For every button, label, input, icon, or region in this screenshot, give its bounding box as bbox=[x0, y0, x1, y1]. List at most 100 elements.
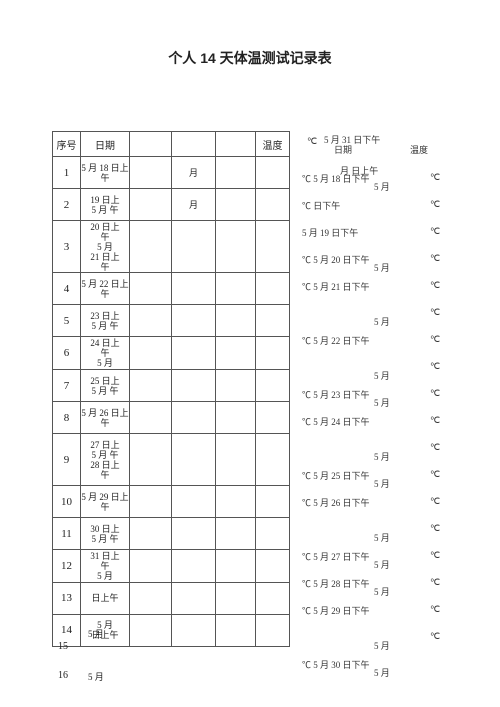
blank-cell bbox=[130, 614, 172, 646]
hdr-seq: 序号 bbox=[53, 132, 81, 157]
stray-text: 5 月 bbox=[374, 261, 390, 274]
blank-cell bbox=[216, 370, 256, 402]
table-row: 45 月 22 日上午 bbox=[53, 273, 290, 305]
temp-cell bbox=[256, 550, 290, 583]
seq-cell: 6 bbox=[53, 337, 81, 370]
seq-cell: 10 bbox=[53, 486, 81, 518]
temp-cell bbox=[256, 157, 290, 189]
stray-text: ℃ 5 月 30 日下午 bbox=[302, 658, 370, 671]
seq-cell: 2 bbox=[53, 189, 81, 221]
date-cell: 5 月 18 日上午 bbox=[81, 157, 130, 189]
table-row: 320 日上午5 月21 日上午 bbox=[53, 221, 290, 273]
seq-cell: 5 bbox=[53, 305, 81, 337]
blank-cell bbox=[130, 518, 172, 550]
table-row: 105 月 29 日上午 bbox=[53, 486, 290, 518]
stray-text: ℃ 5 月 24 日下午 bbox=[302, 415, 370, 428]
stray-degree: ℃ bbox=[430, 523, 440, 534]
month-cell bbox=[172, 582, 216, 614]
month-cell bbox=[172, 550, 216, 583]
date-cell: 31 日上午5 月 bbox=[81, 550, 130, 583]
table-row: 1130 日上5 月 午 bbox=[53, 518, 290, 550]
stray-hdr-c: ℃ bbox=[307, 136, 317, 147]
stray-hdr-date: 5 月 31 日下午 bbox=[324, 133, 380, 146]
temp-cell bbox=[256, 221, 290, 273]
blank-cell bbox=[216, 273, 256, 305]
hdr-temp: 温度 bbox=[256, 132, 290, 157]
month-cell bbox=[172, 614, 216, 646]
blank-cell bbox=[130, 221, 172, 273]
month-cell bbox=[172, 337, 216, 370]
blank-cell bbox=[130, 273, 172, 305]
stray-text: 5 月 bbox=[374, 531, 390, 544]
table-row: 15 月 18 日上午月 bbox=[53, 157, 290, 189]
blank-cell bbox=[216, 402, 256, 434]
stray-degree: ℃ bbox=[430, 415, 440, 426]
table-row: 13日上午 bbox=[53, 582, 290, 614]
stray-text: ℃ 5 月 18 日下午 bbox=[302, 172, 370, 185]
temp-cell bbox=[256, 273, 290, 305]
date-cell: 27 日上5 月 午28 日上午 bbox=[81, 434, 130, 486]
temp-cell bbox=[256, 305, 290, 337]
seq-cell: 12 bbox=[53, 550, 81, 583]
temp-cell bbox=[256, 370, 290, 402]
orphan-15-month: 5 月 bbox=[88, 627, 104, 640]
blank-cell bbox=[130, 337, 172, 370]
stray-text: ℃ 5 月 27 日下午 bbox=[302, 550, 370, 563]
blank-cell bbox=[216, 434, 256, 486]
stray-degree: ℃ bbox=[430, 199, 440, 210]
table-row: 1231 日上午5 月 bbox=[53, 550, 290, 583]
blank-cell bbox=[216, 189, 256, 221]
stray-degree: ℃ bbox=[430, 226, 440, 237]
stray-degree: ℃ bbox=[430, 253, 440, 264]
orphan-15-seq: 15 bbox=[58, 641, 68, 652]
stray-degree: ℃ bbox=[430, 388, 440, 399]
stray-text: 5 月 bbox=[374, 585, 390, 598]
stray-text: ℃ 5 月 21 日下午 bbox=[302, 280, 370, 293]
blank-cell bbox=[216, 486, 256, 518]
stray-degree: ℃ bbox=[430, 496, 440, 507]
month-cell bbox=[172, 221, 216, 273]
stray-text: 5 月 bbox=[374, 639, 390, 652]
stray-text: ℃ 5 月 23 日下午 bbox=[302, 388, 370, 401]
stray-degree: ℃ bbox=[430, 172, 440, 183]
seq-cell: 9 bbox=[53, 434, 81, 486]
table-row: 523 日上5 月 午 bbox=[53, 305, 290, 337]
table-row: 725 日上5 月 午 bbox=[53, 370, 290, 402]
stray-degree: ℃ bbox=[430, 550, 440, 561]
date-cell: 30 日上5 月 午 bbox=[81, 518, 130, 550]
blank-cell bbox=[216, 518, 256, 550]
stray-text: ℃ 5 月 20 日下午 bbox=[302, 253, 370, 266]
stray-text: ℃ 5 月 25 日下午 bbox=[302, 469, 370, 482]
hdr-blank3 bbox=[216, 132, 256, 157]
seq-cell: 13 bbox=[53, 582, 81, 614]
stray-hdr-date2: 日期 bbox=[334, 143, 352, 156]
date-cell: 5 月 26 日上午 bbox=[81, 402, 130, 434]
stray-text: ℃ 日下午 bbox=[302, 199, 340, 212]
blank-cell bbox=[216, 221, 256, 273]
month-cell bbox=[172, 434, 216, 486]
stray-degree: ℃ bbox=[430, 334, 440, 345]
blank-cell bbox=[130, 582, 172, 614]
temp-cell bbox=[256, 402, 290, 434]
blank-cell bbox=[216, 614, 256, 646]
stray-text: 5 月 bbox=[374, 369, 390, 382]
blank-cell bbox=[216, 157, 256, 189]
stray-text: ℃ 5 月 28 日下午 bbox=[302, 577, 370, 590]
blank-cell bbox=[130, 550, 172, 583]
stray-degree: ℃ bbox=[430, 361, 440, 372]
date-cell: 19 日上5 月 午 bbox=[81, 189, 130, 221]
blank-cell bbox=[216, 582, 256, 614]
month-cell bbox=[172, 486, 216, 518]
hdr-blank2 bbox=[172, 132, 216, 157]
stray-text: 5 月 bbox=[374, 450, 390, 463]
date-cell: 24 日上午5 月 bbox=[81, 337, 130, 370]
table-header-row: 序号 日期 温度 bbox=[53, 132, 290, 157]
blank-cell bbox=[130, 305, 172, 337]
orphan-16-seq: 16 bbox=[58, 670, 68, 681]
month-cell bbox=[172, 305, 216, 337]
blank-cell bbox=[130, 402, 172, 434]
month-cell bbox=[172, 402, 216, 434]
stray-text: ℃ 5 月 26 日下午 bbox=[302, 496, 370, 509]
blank-cell bbox=[130, 370, 172, 402]
blank-cell bbox=[216, 337, 256, 370]
